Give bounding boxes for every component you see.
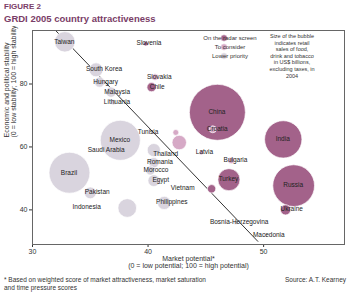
svg-text:Romania: Romania	[147, 158, 173, 165]
svg-text:Size of the bubble: Size of the bubble	[270, 33, 314, 39]
svg-text:Russia: Russia	[283, 181, 303, 188]
svg-text:Saudi Arabia: Saudi Arabia	[88, 146, 125, 153]
svg-text:Lower priority: Lower priority	[212, 53, 248, 59]
svg-text:Latvia: Latvia	[196, 148, 214, 155]
svg-text:40: 40	[144, 248, 152, 255]
svg-text:Mexico: Mexico	[110, 136, 131, 143]
svg-text:Turkey: Turkey	[219, 175, 239, 183]
svg-text:Vietnam: Vietnam	[171, 184, 195, 191]
html-text:* Based on weighted score of m: * Based on weighted score of market attr…	[4, 276, 206, 291]
svg-text:Slovakia: Slovakia	[147, 73, 172, 80]
svg-text:Thailand: Thailand	[153, 150, 178, 157]
svg-text:South Korea: South Korea	[86, 65, 123, 72]
svg-text:2004: 2004	[286, 73, 298, 79]
svg-text:30: 30	[29, 248, 37, 255]
svg-text:Indonesia: Indonesia	[73, 203, 102, 210]
svg-text:Bulgaria: Bulgaria	[224, 156, 248, 164]
html-text:Source: A.T. Kearney: Source: A.T. Kearney	[284, 276, 346, 283]
svg-text:Brazil: Brazil	[61, 169, 78, 176]
svg-text:sales of food,: sales of food,	[276, 46, 309, 52]
svg-text:Morocco: Morocco	[143, 166, 168, 173]
svg-text:Croatia: Croatia	[207, 125, 228, 132]
svg-text:Bosnia-Herzegovina: Bosnia-Herzegovina	[210, 218, 269, 226]
svg-text:excluding taxes, in: excluding taxes, in	[269, 66, 314, 72]
svg-text:Egypt: Egypt	[152, 176, 169, 184]
svg-text:Malaysia: Malaysia	[104, 88, 130, 96]
svg-text:Market potential*(0 = low pote: Market potential*(0 = low potential; 100…	[128, 255, 249, 270]
svg-text:80: 80	[20, 80, 28, 87]
svg-text:Philippines: Philippines	[156, 198, 188, 206]
svg-text:Macedonia: Macedonia	[253, 231, 285, 238]
svg-text:Hungary: Hungary	[93, 78, 118, 86]
svg-text:Slovenia: Slovenia	[137, 39, 162, 46]
svg-text:Ukraine: Ukraine	[280, 205, 303, 212]
svg-text:Tunisia: Tunisia	[138, 128, 159, 135]
html-text:FIGURE 2: FIGURE 2	[4, 2, 41, 11]
svg-text:China: China	[208, 108, 225, 115]
svg-text:India: India	[276, 135, 290, 142]
svg-text:Economic and political stabili: Economic and political stability(0 = low…	[3, 26, 18, 138]
svg-text:Pakistan: Pakistan	[85, 188, 110, 195]
svg-text:On the radar screen: On the radar screen	[203, 35, 256, 41]
svg-text:To consider: To consider	[215, 44, 246, 50]
svg-text:Lithuania: Lithuania	[104, 98, 131, 105]
svg-text:Taiwan: Taiwan	[54, 38, 75, 45]
svg-text:60: 60	[20, 143, 28, 150]
svg-text:drink and tobacco: drink and tobacco	[270, 53, 313, 59]
svg-text:50: 50	[260, 248, 268, 255]
svg-text:Chile: Chile	[150, 83, 165, 90]
svg-text:40: 40	[20, 206, 28, 213]
html-text:GRDI 2005 country attractivene: GRDI 2005 country attractiveness	[4, 13, 156, 24]
svg-text:in US$ billions,: in US$ billions,	[274, 59, 311, 65]
svg-text:indicates retail: indicates retail	[274, 40, 309, 46]
